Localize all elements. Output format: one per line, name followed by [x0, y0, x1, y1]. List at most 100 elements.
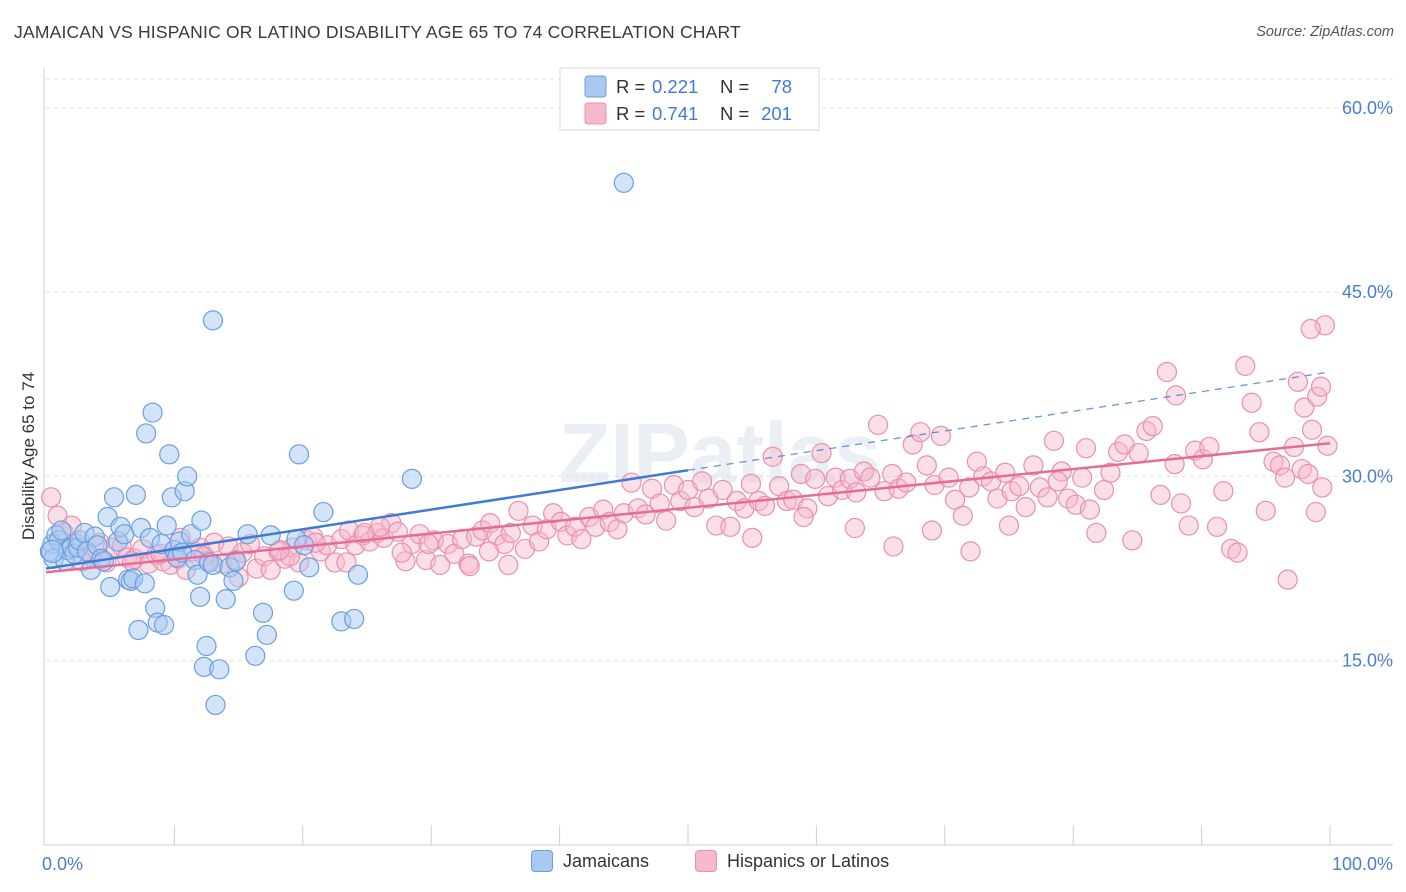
trend-lines: [45, 371, 1331, 574]
legend-r-label-0: R =: [616, 76, 645, 97]
hispanic-point-184: [1294, 397, 1315, 418]
hispanic-point-157: [1150, 484, 1171, 505]
hispanic-point-197: [844, 517, 866, 539]
watermark: ZIPatlas: [559, 406, 881, 500]
jamaican-point-47: [177, 466, 198, 487]
jamaican-point-31: [134, 573, 155, 594]
legend-r-value-1: 0.741: [652, 103, 698, 124]
jamaican-point-20: [100, 576, 121, 598]
hispanic-point-207: [336, 552, 357, 573]
jamaican-point-73: [299, 557, 320, 578]
jamaican-point-76: [344, 608, 365, 630]
hispanic-point-66: [508, 500, 529, 521]
hispanic-point-78: [593, 499, 614, 520]
jamaican-point-29: [128, 619, 149, 641]
hispanic-point-196: [883, 536, 904, 557]
legend-r-label-1: R =: [616, 103, 645, 124]
hispanic-point-131: [966, 451, 988, 472]
hispanic-point-185: [1301, 419, 1323, 440]
hispanic-point-117: [867, 414, 889, 435]
jamaican-point-69: [283, 580, 304, 601]
hispanic-trend-line: [45, 442, 1331, 574]
hispanic-point-129: [952, 505, 973, 526]
jamaican-point-54: [196, 635, 217, 657]
hispanic-point-84: [635, 504, 656, 525]
hispanic-point-167: [1221, 538, 1242, 560]
hispanic-point-187: [1310, 376, 1332, 397]
legend-r-value-0: 0.221: [652, 76, 698, 97]
hispanic-point-147: [1079, 499, 1100, 520]
hispanic-point-156: [1142, 415, 1163, 437]
hispanic-point-202: [459, 556, 480, 577]
legend-bottom: Jamaicans Hispanics or Latinos: [0, 850, 1406, 880]
hispanic-point-179: [1305, 501, 1326, 523]
hispanic-point-71: [543, 503, 564, 524]
jamaican-point-large: [40, 539, 65, 563]
y-tick-label-15: 15.0%: [1342, 651, 1393, 671]
jamaican-point-60: [215, 589, 236, 610]
hispanic-point-135: [995, 462, 1016, 483]
hispanic-point-124: [916, 455, 937, 476]
hispanic-point-149: [1093, 479, 1115, 501]
hispanic-point-170: [1241, 392, 1262, 413]
hispanic-point-189: [1300, 318, 1321, 340]
hispanic-point-96: [720, 516, 741, 537]
hispanic-point-200: [498, 554, 519, 575]
hispanic-point-60: [466, 526, 487, 547]
hispanic-point-203: [418, 533, 439, 555]
hispanic-point-141: [1037, 487, 1058, 508]
hispanic-point-108: [805, 468, 826, 489]
hispanic-point-153: [1122, 530, 1143, 551]
legend-top: R = 0.221 N = 78 R = 0.741 N = 201: [559, 67, 820, 131]
hispanic-point-174: [1269, 455, 1291, 476]
hispanic-point-154: [1128, 442, 1149, 464]
tick-labels: 15.0% 30.0% 45.0% 60.0% 0.0% 100.0%: [42, 98, 1393, 874]
hispanic-point-201: [478, 541, 500, 562]
legend-swatch-jamaicans: [584, 75, 607, 98]
hispanic-point-137: [1009, 476, 1030, 497]
hispanic-point-87: [656, 510, 677, 531]
hispanic-point-204: [391, 542, 412, 563]
jamaican-point-65: [245, 645, 266, 666]
hispanic-point-31: [260, 559, 281, 580]
hispanic-point-193: [998, 515, 1020, 536]
legend-item-hispanics: Hispanics or Latinos: [695, 850, 889, 872]
jamaican-point-34: [142, 402, 163, 423]
hispanic-point-194: [960, 541, 981, 562]
x-tick-label-100: 100.0%: [1332, 854, 1393, 874]
axes: [43, 68, 1393, 846]
jamaican-point-58: [209, 659, 230, 680]
jamaican-point-39: [156, 515, 177, 536]
hispanic-point-192: [1047, 471, 1068, 492]
hispanic-point-178: [1298, 463, 1319, 485]
hispanic-point-160: [1170, 493, 1192, 514]
x-tick-label-0: 0.0%: [42, 854, 83, 874]
hispanic-point-0: [41, 487, 62, 508]
hispanic-point-40: [324, 552, 345, 573]
hispanic-point-190: [1165, 385, 1187, 406]
hispanic-point-123: [910, 422, 931, 443]
hispanic-point-169: [1235, 355, 1256, 376]
y-tick-label-60: 60.0%: [1342, 98, 1393, 118]
jamaican-point-48: [180, 524, 202, 545]
jamaican-point-32: [136, 423, 157, 444]
y-tick-label-45: 45.0%: [1342, 282, 1393, 302]
hispanic-point-139: [1023, 455, 1044, 476]
legend-n-value-0: 78: [771, 76, 792, 97]
hispanic-point-115: [853, 461, 875, 482]
jamaican-point-56: [202, 554, 224, 575]
hispanic-point-130: [959, 477, 980, 498]
hispanic-point-175: [1277, 569, 1298, 590]
jamaican-trend-line: [45, 469, 689, 570]
jamaican-point-77: [347, 564, 369, 585]
jamaican-point-59: [202, 310, 224, 331]
hispanic-point-127: [938, 467, 959, 488]
legend-swatch-hispanics: [584, 102, 607, 125]
hispanic-point-172: [1255, 500, 1276, 521]
hispanic-point-102: [762, 446, 783, 467]
jamaican-point-57: [205, 694, 226, 716]
hispanic-point-69: [528, 531, 550, 552]
hispanic-point-168: [1227, 542, 1248, 563]
hispanic-point-82: [621, 472, 642, 493]
